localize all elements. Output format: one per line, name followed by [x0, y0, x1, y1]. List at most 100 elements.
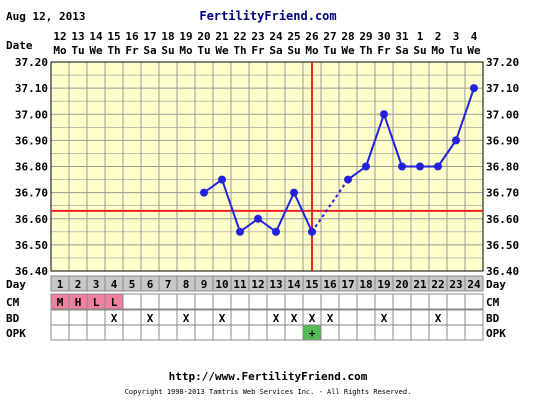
date-label: 31	[395, 30, 409, 43]
date-label: 19	[179, 30, 192, 43]
bd-cell	[68, 309, 88, 326]
y-tick-label: 36.60	[15, 213, 48, 226]
opk-cell	[374, 324, 394, 341]
cm-cell	[410, 293, 430, 310]
opk-cell	[266, 324, 286, 341]
day-cell-value: 6	[147, 278, 154, 291]
day-cell-value: 4	[111, 278, 118, 291]
temperature-point	[380, 110, 388, 119]
weekday-label: We	[467, 44, 481, 57]
bd-cell-value: X	[435, 312, 442, 325]
weekday-label: We	[215, 44, 229, 57]
cm-cell	[392, 293, 412, 310]
day-cell-value: 13	[269, 278, 282, 291]
cm-cell	[374, 293, 394, 310]
plot-border	[50, 61, 484, 272]
cm-cell	[176, 293, 196, 310]
cm-cell-value: L	[93, 296, 100, 309]
date-label: 16	[125, 30, 139, 43]
opk-cell	[176, 324, 196, 341]
date-label: 15	[107, 30, 120, 43]
temperature-point	[218, 175, 226, 184]
temperature-point	[236, 227, 244, 236]
date-label: 22	[233, 30, 246, 43]
day-cell-value: 22	[431, 278, 444, 291]
opk-row-label-right: OPK	[486, 327, 506, 340]
weekday-label: Tu	[449, 44, 462, 57]
day-cell-value: 23	[449, 278, 462, 291]
opk-cell	[428, 324, 448, 341]
bd-cell	[356, 309, 376, 326]
weekday-label: Mo	[305, 44, 319, 57]
weekday-label: Mo	[179, 44, 193, 57]
bd-cell	[464, 309, 484, 326]
bd-cell-value: X	[381, 312, 388, 325]
weekday-label: Mo	[53, 44, 67, 57]
date-label: 14	[89, 30, 103, 43]
opk-cell	[446, 324, 466, 341]
day-row-label-right: Day	[486, 278, 506, 291]
calendar-dates-row: 12 13 14 15 16 17 18 19 20 21 22 23 24 25 26 27 28 29 30 31…	[53, 30, 477, 43]
y-tick-label: 37.10	[486, 82, 519, 95]
bd-cell	[338, 309, 358, 326]
site-name[interactable]: FertilityFriend.com	[199, 9, 336, 23]
day-cell-value: 2	[75, 278, 82, 291]
cm-cell	[194, 293, 214, 310]
footer-url[interactable]: http://www.FertilityFriend.com	[169, 370, 368, 383]
temperature-point	[398, 162, 406, 171]
date-label: 26	[305, 30, 319, 43]
bd-cell	[50, 309, 70, 326]
temperature-point	[290, 188, 298, 197]
opk-cell	[68, 324, 88, 341]
date-label: 2	[435, 30, 442, 43]
temperature-point	[362, 162, 370, 171]
opk-cell-value: +	[309, 327, 316, 340]
bd-cell-value: X	[309, 312, 316, 325]
day-cell-value: 9	[201, 278, 208, 291]
opk-cell	[320, 324, 340, 341]
cm-cell	[158, 293, 178, 310]
day-row-label: Day	[6, 278, 26, 291]
bd-cell-value: X	[273, 312, 280, 325]
date-label: 18	[161, 30, 174, 43]
temperature-point	[416, 162, 424, 171]
series-segment	[275, 192, 295, 233]
opk-cell	[140, 324, 160, 341]
y-tick-label: 36.40	[15, 265, 48, 278]
weekday-label: Su	[287, 44, 300, 57]
cm-cell	[140, 293, 160, 310]
weekday-label: Th	[233, 44, 246, 57]
day-cell-value: 1	[57, 278, 64, 291]
day-cell	[464, 275, 484, 292]
y-axis-left: 36.40 36.50 36.60 36.70 36.80 36.90 37.00 37.10…	[15, 56, 48, 278]
cm-cell	[266, 293, 286, 310]
day-cell-value: 15	[305, 278, 318, 291]
temperature-point	[254, 214, 262, 223]
weekday-label: Fr	[377, 44, 391, 57]
y-tick-label: 36.80	[486, 161, 519, 174]
day-cell-value: 19	[377, 278, 390, 291]
opk-cell	[410, 324, 430, 341]
date-label: 21	[215, 30, 229, 43]
weekday-row: Mo Tu We Th Fr Sa Su Mo Tu We Th Fr Sa Su Mo Tu We Th Fr Sa…	[53, 44, 481, 57]
day-cell-value: 21	[413, 278, 427, 291]
y-tick-label: 37.20	[486, 56, 519, 69]
opk-cell	[356, 324, 376, 341]
bd-cell	[230, 309, 250, 326]
y-tick-label: 36.50	[15, 239, 48, 252]
bd-cell	[158, 309, 178, 326]
bd-row-label-right: BD	[486, 312, 500, 325]
weekday-label: Tu	[323, 44, 336, 57]
cm-cell	[284, 293, 304, 310]
date-label: 30	[377, 30, 390, 43]
date-label: 13	[71, 30, 84, 43]
cm-cell-value: L	[111, 296, 118, 309]
series-segment	[383, 113, 403, 167]
weekday-label: Fr	[251, 44, 265, 57]
cm-cell	[428, 293, 448, 310]
bd-cell	[248, 309, 268, 326]
date-label: 20	[197, 30, 210, 43]
bd-cell	[86, 309, 106, 326]
